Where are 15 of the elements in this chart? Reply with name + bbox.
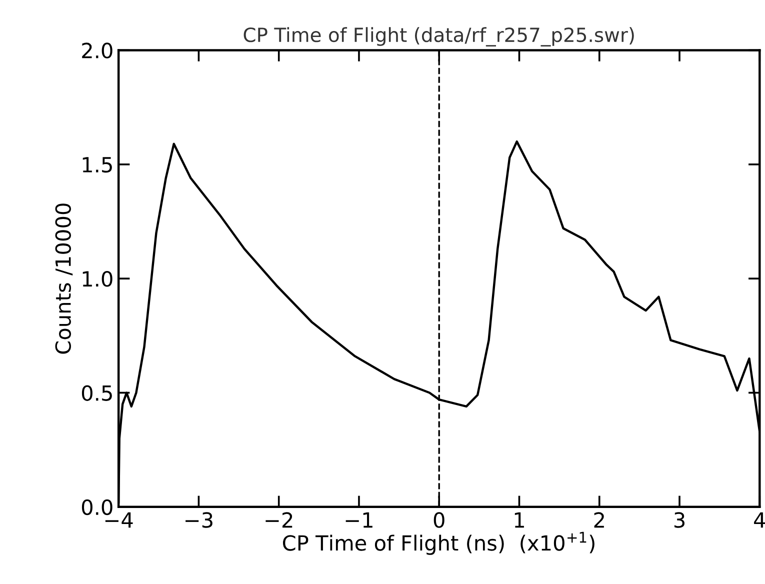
x-tick-label: −2 [266, 512, 292, 528]
x-tick-label: 4 [754, 512, 765, 528]
chart-title: CP Time of Flight (data/rf_r257_p25.swr) [244, 27, 634, 46]
x-tick-label: 0 [434, 512, 444, 528]
x-tick-label: −3 [186, 512, 212, 528]
y-tick-label: 1.5 [82, 157, 112, 173]
y-tick-label: 2.0 [82, 42, 112, 58]
y-tick-label: 0.5 [82, 385, 112, 401]
y-axis-title: Counts /10000 [55, 204, 73, 354]
x-tick-label: −1 [346, 512, 372, 528]
x-tick-label: 3 [674, 512, 684, 528]
y-tick-label: 1.0 [82, 271, 112, 287]
x-tick-label: 1 [514, 512, 524, 528]
x-tick-label: 2 [594, 512, 604, 528]
x-axis-title: CP Time of Flight (ns) (x10$^{+1}$) [282, 532, 594, 555]
